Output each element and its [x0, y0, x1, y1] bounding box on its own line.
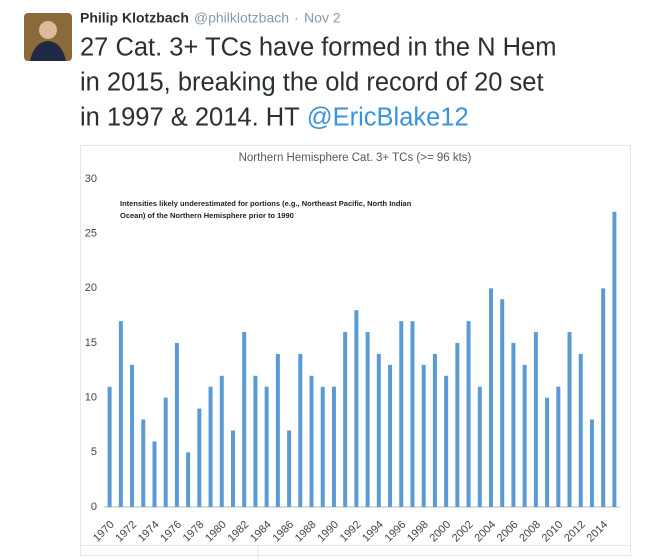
bar — [320, 386, 325, 507]
bar — [432, 353, 437, 507]
bar — [489, 288, 493, 507]
bar — [533, 332, 538, 507]
bar — [231, 430, 235, 507]
y-tick-label: 15 — [85, 337, 97, 349]
bar — [388, 364, 393, 507]
bar — [466, 321, 471, 507]
bar — [500, 299, 505, 507]
bar — [567, 332, 572, 507]
bar — [174, 343, 179, 507]
bar — [264, 386, 269, 507]
bar — [118, 321, 123, 507]
chart-annotation: Ocean) of the Northern Hemisphere prior … — [120, 211, 294, 220]
bar — [197, 408, 202, 507]
user-name[interactable]: Philip Klotzbach — [80, 10, 189, 26]
bar — [612, 211, 617, 508]
avatar-suit — [30, 41, 66, 61]
chart-title: Northern Hemisphere Cat. 3+ TCs (>= 96 k… — [239, 152, 472, 164]
y-tick-label: 10 — [85, 392, 97, 404]
bar — [152, 441, 157, 507]
bar — [130, 364, 135, 507]
bar — [219, 375, 224, 507]
mention-link[interactable]: @EricBlake12 — [307, 104, 469, 132]
bar — [208, 386, 213, 507]
bar — [107, 386, 112, 507]
bar — [589, 419, 594, 507]
tweet-date[interactable]: Nov 2 — [304, 10, 341, 26]
bar — [421, 364, 426, 507]
y-tick-label: 25 — [85, 228, 97, 240]
y-tick-label: 5 — [91, 446, 97, 458]
bar — [376, 353, 381, 507]
user-handle[interactable]: @philklotzbach — [194, 10, 289, 26]
bar — [556, 386, 561, 507]
bar — [275, 353, 280, 507]
bar — [477, 386, 482, 507]
bar — [545, 397, 550, 507]
bar — [410, 321, 415, 507]
chart-annotation: Intensities likely underestimated for po… — [120, 199, 412, 208]
bar — [511, 343, 516, 507]
bar — [444, 375, 449, 507]
bar — [331, 386, 336, 507]
bar — [601, 288, 606, 507]
tweet-text: in 1997 & 2014. HT — [80, 104, 300, 132]
bar — [163, 397, 168, 507]
bar — [309, 375, 314, 507]
y-tick-label: 0 — [91, 501, 97, 513]
bar — [298, 353, 303, 507]
y-tick-label: 20 — [85, 282, 97, 294]
bar — [141, 419, 146, 507]
avatar-face — [39, 21, 57, 39]
bar — [354, 310, 359, 507]
separator: · — [294, 10, 299, 26]
bar — [522, 364, 527, 507]
tweet-text: in 2015, breaking the old record of 20 s… — [80, 69, 544, 97]
bar — [455, 343, 460, 507]
bar — [242, 332, 247, 507]
y-tick-label: 30 — [85, 173, 97, 185]
bar — [578, 353, 583, 507]
tweet-text: 27 Cat. 3+ TCs have formed in the N Hem — [80, 34, 556, 62]
bar — [399, 321, 404, 507]
bar — [365, 332, 370, 507]
bar — [253, 375, 258, 507]
bar — [343, 332, 348, 507]
bar — [287, 430, 292, 507]
bar — [186, 452, 191, 507]
